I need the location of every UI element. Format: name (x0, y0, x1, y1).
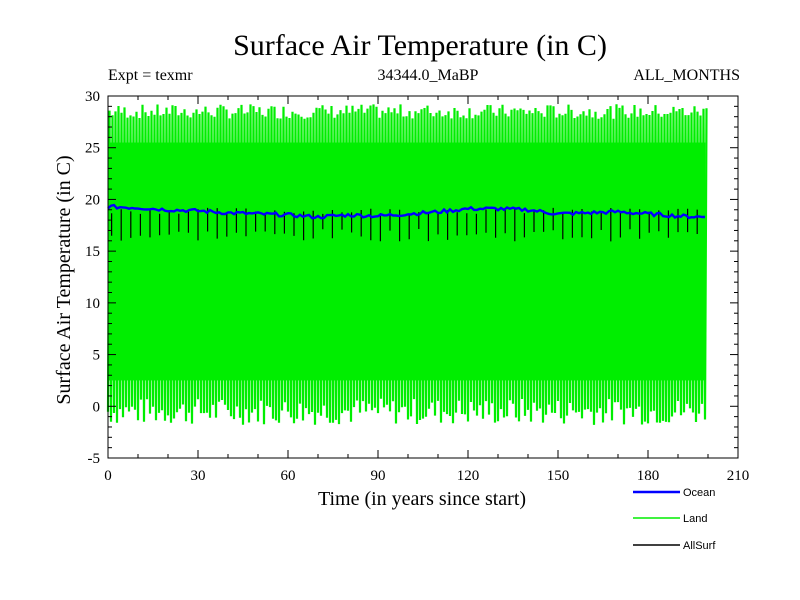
series-land-band (108, 142, 706, 381)
months-label: ALL_MONTHS (633, 67, 740, 84)
plot-area (106, 104, 708, 425)
series-allsurf (111, 207, 698, 242)
y-tick-label: 5 (93, 348, 101, 364)
legend-label-allsurf: AllSurf (683, 540, 716, 552)
y-tick-label: 25 (85, 141, 100, 157)
y-tick-label: 15 (85, 244, 100, 260)
x-tick-label: 30 (191, 468, 206, 484)
x-tick-label: 120 (457, 468, 480, 484)
x-tick-label: 60 (281, 468, 296, 484)
y-tick-label: 0 (93, 399, 101, 415)
legend-label-land: Land (683, 513, 707, 525)
y-tick-label: 20 (85, 192, 100, 208)
y-tick-label: 10 (85, 296, 100, 312)
period-label: 34344.0_MaBP (378, 67, 479, 84)
legend: Ocean Land AllSurf (633, 487, 716, 552)
x-tick-label: 150 (547, 468, 570, 484)
x-tick-label: 210 (727, 468, 750, 484)
x-tick-label: 0 (104, 468, 112, 484)
chart-title: Surface Air Temperature (in C) (233, 29, 607, 62)
legend-label-ocean: Ocean (683, 487, 715, 499)
y-tick-label: 30 (85, 89, 100, 105)
y-tick-label: -5 (88, 451, 101, 467)
x-tick-label: 180 (637, 468, 660, 484)
series-ocean (107, 203, 705, 220)
y-axis-label: Surface Air Temperature (in C) (53, 155, 75, 404)
plot-frame (107, 95, 739, 459)
expt-label: Expt = texmr (108, 67, 193, 84)
x-tick-label: 90 (371, 468, 386, 484)
x-axis-label: Time (in years since start) (318, 488, 526, 510)
